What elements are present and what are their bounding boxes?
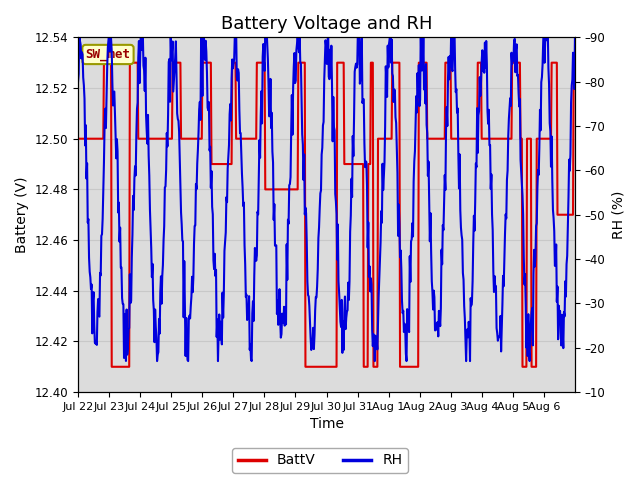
Text: SW_met: SW_met xyxy=(86,48,131,61)
Y-axis label: Battery (V): Battery (V) xyxy=(15,177,29,253)
Legend: BattV, RH: BattV, RH xyxy=(232,448,408,473)
Y-axis label: RH (%): RH (%) xyxy=(611,191,625,239)
X-axis label: Time: Time xyxy=(310,418,344,432)
Title: Battery Voltage and RH: Battery Voltage and RH xyxy=(221,15,432,33)
